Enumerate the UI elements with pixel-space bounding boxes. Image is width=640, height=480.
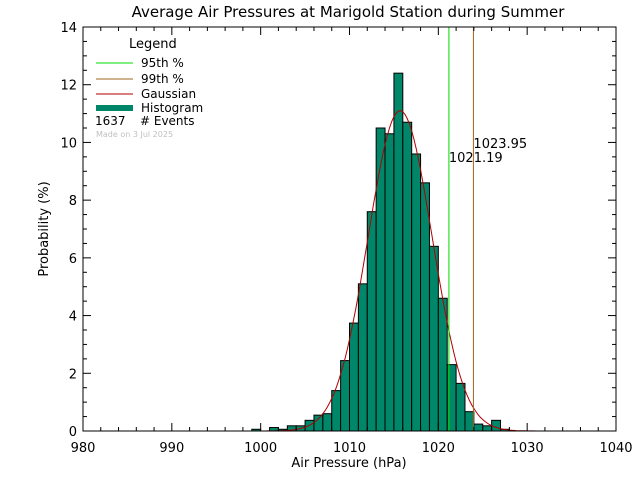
legend-title: Legend (129, 37, 177, 52)
y-tick-label: 0 (69, 425, 77, 440)
x-axis-label: Air Pressure (hPa) (291, 456, 406, 471)
y-axis-ticks: 0 2 4 6 8 10 12 14 (60, 21, 616, 440)
histogram-bar (473, 423, 484, 432)
x-tick-label: 980 (71, 441, 96, 456)
y-tick-label: 14 (60, 21, 77, 36)
histogram-bar (464, 411, 475, 432)
histogram-bar (384, 133, 395, 432)
legend-label-histogram: Histogram (141, 101, 203, 115)
legend: Legend 95th % 99th % Gaussian Histogram … (95, 37, 203, 139)
histogram-bar (482, 425, 493, 432)
gaussian-layer (260, 110, 537, 432)
y-axis-label: Probability (%) (37, 181, 52, 276)
x-tick-label: 1040 (599, 441, 632, 456)
percentile-99-label: 1023.95 (473, 137, 527, 152)
y-tick-label: 10 (60, 136, 77, 151)
percentile-95-label: 1021.19 (449, 151, 503, 166)
x-tick-label: 1020 (422, 441, 455, 456)
histogram-bar (420, 182, 430, 432)
y-tick-label: 12 (60, 79, 77, 94)
y-tick-label: 4 (69, 310, 77, 325)
gaussian-curve (260, 110, 537, 432)
histogram-bar (393, 72, 404, 432)
made-on-note: Made on 3 Jul 2025 (96, 130, 173, 139)
chart-title: Average Air Pressures at Marigold Statio… (132, 3, 566, 21)
legend-label-gaussian: Gaussian (141, 87, 196, 101)
histogram-bar (491, 419, 502, 432)
histogram-bar (411, 153, 422, 432)
histogram-bar (428, 245, 439, 432)
x-tick-label: 1030 (511, 441, 544, 456)
histogram-bars (251, 72, 510, 432)
x-tick-label: 990 (159, 441, 184, 456)
histogram-bar (322, 413, 333, 432)
y-tick-label: 6 (69, 252, 77, 267)
x-tick-label: 1000 (244, 441, 277, 456)
y-tick-label: 8 (69, 194, 77, 209)
x-tick-label: 1010 (333, 441, 366, 456)
histogram-bar (455, 382, 466, 432)
legend-label-99th: 99th % (141, 72, 184, 86)
histogram-bar (313, 414, 324, 432)
histogram-bar (375, 127, 386, 432)
legend-label-95th: 95th % (141, 56, 184, 70)
histogram-bar (402, 121, 413, 432)
x-axis-ticks: 980 990 1000 1010 1020 1030 1040 (71, 27, 633, 456)
events-label: # Events (140, 114, 195, 128)
events-count: 1637 (95, 114, 126, 128)
histogram-bar (349, 322, 359, 432)
histogram-bar (357, 283, 368, 432)
histogram-bar (366, 211, 377, 432)
y-tick-label: 2 (69, 367, 77, 382)
